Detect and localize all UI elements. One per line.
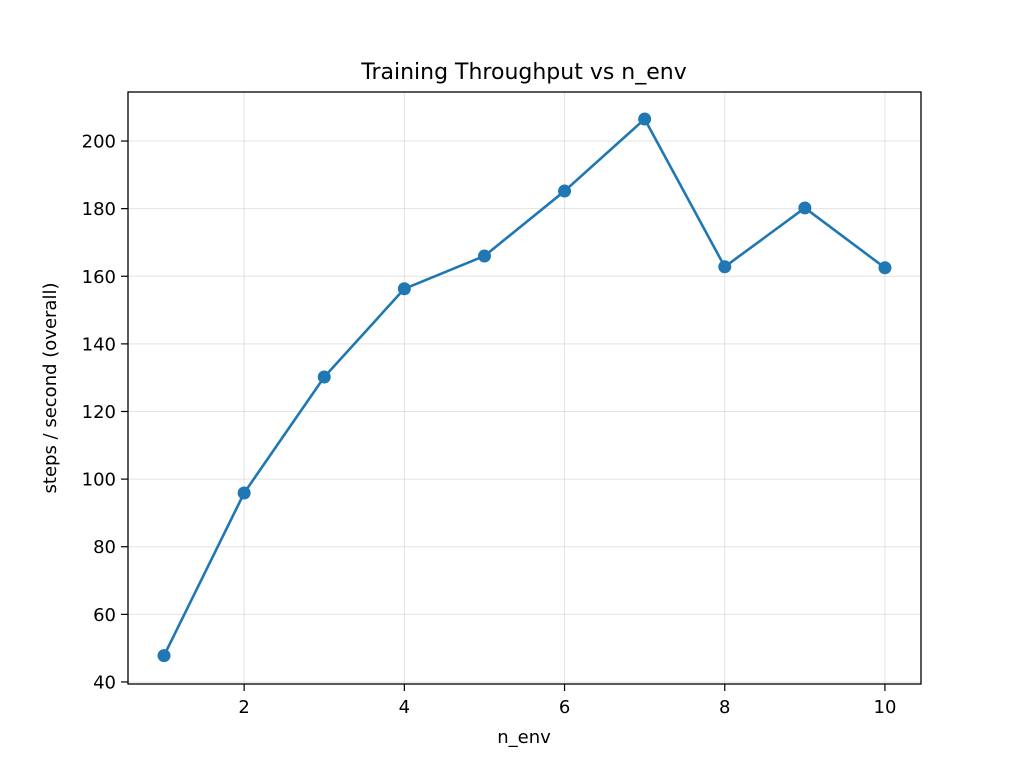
y-tick-label: 120 — [82, 402, 116, 423]
x-tick-label: 10 — [874, 697, 897, 718]
y-tick-label: 140 — [82, 334, 116, 355]
data-point — [798, 201, 812, 215]
data-point — [477, 249, 491, 263]
data-point — [237, 486, 251, 500]
data-point — [878, 261, 892, 275]
y-tick-label: 40 — [93, 672, 116, 693]
data-point — [558, 184, 572, 198]
y-tick-label: 80 — [93, 537, 116, 558]
data-point — [157, 649, 171, 663]
x-tick-label: 2 — [238, 697, 249, 718]
series-line-layer — [162, 117, 886, 657]
x-axis-label: n_env — [497, 727, 551, 748]
data-points — [157, 112, 892, 663]
y-tick-label: 160 — [82, 267, 116, 288]
data-point — [638, 112, 652, 126]
y-tick-label: 100 — [82, 470, 116, 491]
y-axis-ticks: 40 60 80 100 120 140 160 180 200 — [82, 132, 128, 693]
grid — [128, 92, 921, 684]
series-line — [162, 117, 886, 657]
x-axis-ticks: 2 4 6 8 10 — [238, 684, 896, 718]
y-tick-label: 60 — [93, 605, 116, 626]
data-point — [718, 260, 732, 274]
chart-title: Training Throughput vs n_env — [360, 60, 687, 85]
x-tick-label: 8 — [719, 697, 730, 718]
plot-area-frame — [127, 91, 922, 685]
data-point — [317, 370, 331, 384]
x-tick-label: 4 — [399, 697, 410, 718]
y-tick-label: 180 — [82, 199, 116, 220]
y-axis-label: steps / second (overall) — [40, 283, 61, 494]
y-tick-label: 200 — [82, 132, 116, 153]
x-tick-label: 6 — [559, 697, 570, 718]
data-point — [397, 282, 411, 296]
